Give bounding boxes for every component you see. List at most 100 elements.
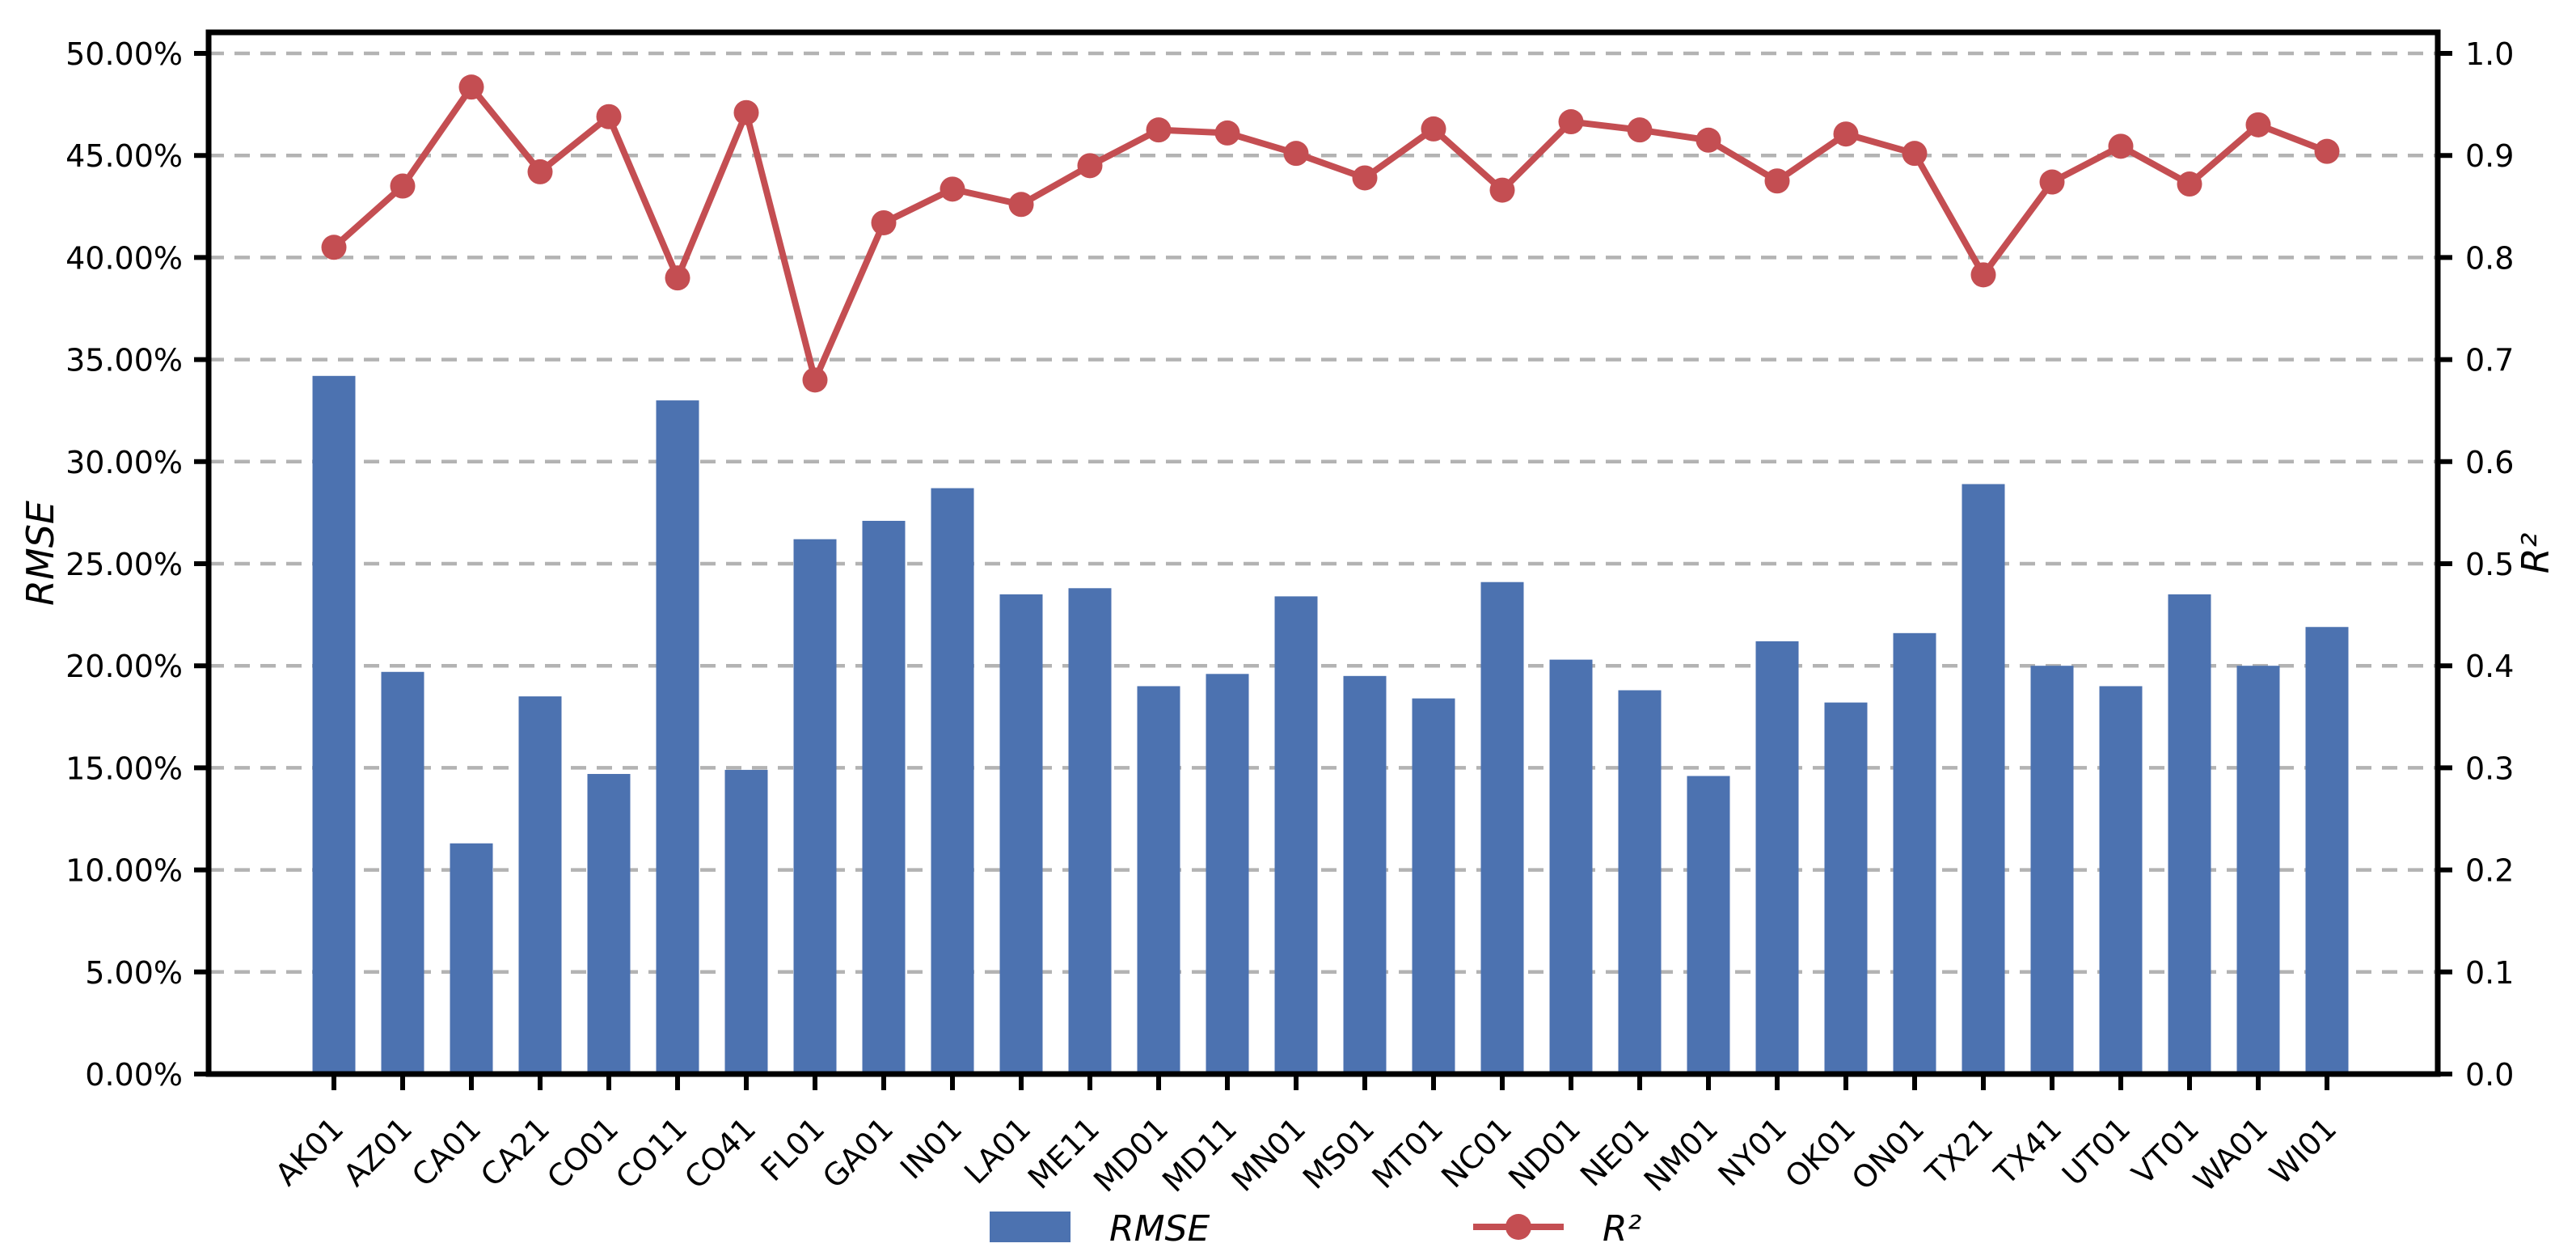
rmse-bar-LA01 <box>999 594 1043 1074</box>
left-axis-title: RMSE <box>19 501 62 606</box>
rmse-bars <box>312 375 2349 1075</box>
x-tick-label-OK01: OK01 <box>1778 1110 1862 1195</box>
r2-marker-TX41 <box>2039 169 2065 195</box>
r2-marker-MD11 <box>1214 120 1240 146</box>
rmse-bar-CO01 <box>587 773 631 1074</box>
rmse-bar-NE01 <box>1618 690 1662 1074</box>
left-tick-label-45.00%: 45.00% <box>65 138 183 174</box>
gridlines <box>209 51 2438 1076</box>
rmse-bar-IN01 <box>931 488 974 1074</box>
x-tick-label-MS01: MS01 <box>1296 1110 1382 1196</box>
r2-marker-CA01 <box>458 74 484 100</box>
right-tick-label-1.0: 1.0 <box>2465 36 2514 72</box>
right-tick-label-0.2: 0.2 <box>2465 853 2514 889</box>
r2-marker-NY01 <box>1764 168 1790 194</box>
x-tick-label-MD11: MD11 <box>1155 1110 1244 1199</box>
r2-marker-CO41 <box>733 99 759 125</box>
x-tick-label-CO11: CO11 <box>609 1110 694 1195</box>
rmse-bar-MD11 <box>1206 674 1249 1074</box>
left-tick-label-30.00%: 30.00% <box>65 445 183 480</box>
r2-marker-NE01 <box>1627 117 1653 143</box>
right-tick-label-0.8: 0.8 <box>2465 240 2514 276</box>
r2-marker-MD01 <box>1146 117 1172 143</box>
r2-marker-CO11 <box>665 265 690 291</box>
x-tick-label-UT01: UT01 <box>2055 1110 2137 1192</box>
right-tick-label-0.1: 0.1 <box>2465 955 2514 991</box>
rmse-bar-MT01 <box>1412 698 1455 1074</box>
rmse-bar-TX21 <box>1962 484 2005 1074</box>
x-tick-label-WI01: WI01 <box>2263 1110 2344 1191</box>
x-tick-label-MT01: MT01 <box>1365 1110 1450 1195</box>
left-tick-label-0.00%: 0.00% <box>85 1057 183 1093</box>
rmse-bar-MS01 <box>1343 675 1387 1074</box>
right-tick-label-0.7: 0.7 <box>2465 343 2514 378</box>
r2-marker-WI01 <box>2314 138 2340 164</box>
rmse-bar-NY01 <box>1755 641 1799 1074</box>
rmse-bar-AK01 <box>312 375 356 1074</box>
right-tick-label-0.6: 0.6 <box>2465 445 2514 480</box>
r2-marker-WA01 <box>2245 112 2271 137</box>
x-tick-label-CA01: CA01 <box>405 1110 488 1193</box>
r2-marker-AZ01 <box>390 173 416 199</box>
x-tick-label-TX41: TX41 <box>1987 1110 2069 1192</box>
right-tick-label-0.4: 0.4 <box>2465 649 2514 684</box>
x-tick-label-LA01: LA01 <box>957 1110 1037 1190</box>
rmse-bar-CO41 <box>724 769 768 1074</box>
r2-line-series <box>321 74 2340 393</box>
rmse-bar-WA01 <box>2236 666 2280 1074</box>
r2-marker-IN01 <box>940 176 965 202</box>
legend: RMSE R² <box>990 1208 1641 1250</box>
rmse-bar-NM01 <box>1687 776 1730 1074</box>
r2-line <box>331 83 2330 383</box>
r2-marker-GA01 <box>871 209 897 235</box>
rmse-bar-VT01 <box>2168 594 2211 1074</box>
right-axis-title: R² <box>2514 533 2557 573</box>
r2-marker-ME11 <box>1077 153 1103 179</box>
x-tick-label-ON01: ON01 <box>1845 1110 1932 1197</box>
left-tick-label-50.00%: 50.00% <box>65 36 183 72</box>
r2-marker-MS01 <box>1352 165 1378 191</box>
left-tick-label-25.00%: 25.00% <box>65 547 183 582</box>
x-tick-label-AZ01: AZ01 <box>336 1110 419 1193</box>
rmse-bar-ND01 <box>1549 659 1593 1074</box>
r2-marker-FL01 <box>802 367 828 393</box>
rmse-bar-WI01 <box>2305 627 2349 1074</box>
left-tick-label-40.00%: 40.00% <box>65 240 183 276</box>
rmse-bar-AZ01 <box>381 671 424 1074</box>
rmse-bar-UT01 <box>2099 686 2143 1074</box>
x-tick-label-FL01: FL01 <box>754 1110 832 1188</box>
left-tick-label-35.00%: 35.00% <box>65 343 183 378</box>
x-tick-label-WA01: WA01 <box>2187 1110 2275 1199</box>
rmse-bar-MN01 <box>1274 596 1318 1074</box>
rmse-bar-NC01 <box>1480 581 1524 1074</box>
right-tick-label-0.0: 0.0 <box>2465 1057 2514 1093</box>
rmse-bar-ON01 <box>1893 632 1936 1074</box>
rmse-bar-CA21 <box>518 696 562 1074</box>
r2-marker-LA01 <box>1008 192 1034 218</box>
x-tick-label-TX21: TX21 <box>1919 1110 2000 1192</box>
x-tick-label-MN01: MN01 <box>1225 1110 1313 1199</box>
plot-border <box>205 29 2441 1077</box>
x-tick-label-MD01: MD01 <box>1087 1110 1175 1199</box>
x-tick-label-IN01: IN01 <box>893 1110 969 1186</box>
left-tick-label-5.00%: 5.00% <box>85 955 183 991</box>
rmse-bar-CO11 <box>656 400 699 1075</box>
r2-marker-UT01 <box>2108 133 2134 159</box>
r2-marker-ND01 <box>1558 109 1584 135</box>
x-tick-label-GA01: GA01 <box>816 1110 901 1195</box>
r2-marker-TX21 <box>1970 262 1996 288</box>
rmse-bar-MD01 <box>1137 686 1180 1074</box>
rmse-bar-GA01 <box>862 520 906 1074</box>
legend-rmse-label: RMSE <box>1109 1208 1210 1250</box>
r2-marker-ON01 <box>1902 141 1928 167</box>
r2-marker-OK01 <box>1833 121 1859 147</box>
left-tick-label-20.00%: 20.00% <box>65 649 183 684</box>
x-tick-label-ND01: ND01 <box>1501 1110 1587 1196</box>
legend-rmse-swatch <box>990 1212 1071 1242</box>
left-tick-label-15.00%: 15.00% <box>65 751 183 786</box>
right-tick-label-0.5: 0.5 <box>2465 547 2514 582</box>
x-tick-label-CO41: CO41 <box>678 1110 762 1195</box>
axes <box>194 29 2452 1090</box>
